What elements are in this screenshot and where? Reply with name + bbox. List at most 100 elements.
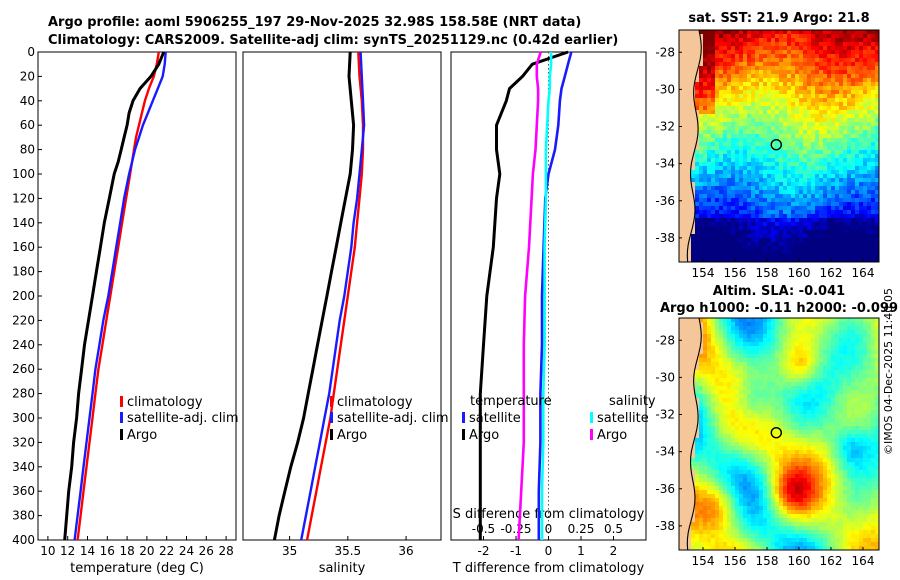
sst-map-cell xyxy=(711,90,716,95)
sla-map-cell xyxy=(679,470,684,475)
sst-map-cell xyxy=(875,230,879,235)
sla-map-cell xyxy=(787,378,792,383)
sst-map-cell xyxy=(743,122,748,127)
sst-map-cell xyxy=(819,166,824,171)
depth-tick-label: 220 xyxy=(12,313,35,327)
sst-map-cell xyxy=(763,74,768,79)
sst-map-cell xyxy=(771,226,776,231)
sla-map-cell xyxy=(839,442,844,447)
sla-map-cell xyxy=(779,462,784,467)
sst-map-cell xyxy=(723,158,728,163)
sla-map-cell xyxy=(863,402,868,407)
sst-map-cell xyxy=(683,162,688,167)
sst-map-cell xyxy=(727,198,732,203)
sla-map-cell xyxy=(823,438,828,443)
sst-map-cell xyxy=(823,86,828,91)
depth-tick-label: 0 xyxy=(27,45,35,59)
sla-map-cell xyxy=(823,346,828,351)
sla-map-cell xyxy=(703,438,708,443)
sla-map-cell xyxy=(755,422,760,427)
sla-map-cell xyxy=(715,322,720,327)
sla-map-cell xyxy=(747,446,752,451)
sst-map-cell xyxy=(875,94,879,99)
sst-map-cell xyxy=(723,90,728,95)
sst-map-cell xyxy=(703,78,708,83)
sst-map-cell xyxy=(711,174,716,179)
sla-map-cell xyxy=(763,334,768,339)
sst-map-cell xyxy=(867,46,872,51)
sla-map-cell xyxy=(847,446,852,451)
sst-map-cell xyxy=(767,166,772,171)
sla-map-cell xyxy=(695,346,700,351)
sst-map-cell xyxy=(727,182,732,187)
sst-map-cell xyxy=(787,190,792,195)
salinity-legend-argo-label: Argo xyxy=(337,428,367,443)
sst-map-cell xyxy=(683,114,688,119)
sst-map-cell xyxy=(699,222,704,227)
sla-map-cell xyxy=(683,442,688,447)
sla-map-cell xyxy=(683,462,688,467)
sla-map-cell xyxy=(763,402,768,407)
sst-map-cell xyxy=(875,242,879,247)
sst-map-cell xyxy=(859,250,864,255)
sst-map-cell xyxy=(871,94,876,99)
sla-map-cell xyxy=(767,354,772,359)
sst-map-cell xyxy=(795,222,800,227)
sst-map-cell xyxy=(735,162,740,167)
sla-map-cell xyxy=(683,378,688,383)
sst-map-cell xyxy=(707,190,712,195)
sla-map-cell xyxy=(803,374,808,379)
sst-map-cell xyxy=(771,82,776,87)
sla-map-cell xyxy=(791,414,796,419)
sst-map-cell xyxy=(815,146,820,151)
sst-map-cell xyxy=(763,234,768,239)
sst-map-cell xyxy=(827,90,832,95)
sst-map-cell xyxy=(691,42,696,47)
sla-map-cell xyxy=(779,438,784,443)
sla-map-cell xyxy=(815,418,820,423)
sst-map-cell xyxy=(795,194,800,199)
sla-map-cell xyxy=(811,334,816,339)
sst-map-cell xyxy=(851,46,856,51)
sla-map-heatmap xyxy=(679,318,879,550)
sla-map-cell xyxy=(747,462,752,467)
sst-map-cell xyxy=(731,46,736,51)
sst-map-cell xyxy=(847,250,852,255)
sst-map-cell xyxy=(839,78,844,83)
sla-map-cell xyxy=(835,410,840,415)
sst-map-cell xyxy=(787,114,792,119)
sla-map-cell xyxy=(771,402,776,407)
sst-map-lon-tick-label: 158 xyxy=(756,266,779,280)
sst-map-cell xyxy=(843,42,848,47)
sst-map-cell xyxy=(755,110,760,115)
sst-map-cell xyxy=(799,66,804,71)
sla-map-cell xyxy=(819,426,824,431)
sst-map-cell xyxy=(815,54,820,59)
sst-map-cell xyxy=(871,50,876,55)
sla-map-cell xyxy=(763,454,768,459)
sst-map-cell xyxy=(775,98,780,103)
sst-map-cell xyxy=(727,58,732,63)
sst-map-cell xyxy=(831,250,836,255)
sst-map-cell xyxy=(827,134,832,139)
sst-map-cell xyxy=(755,142,760,147)
salinity-legend-satellite-swatch xyxy=(330,412,333,423)
sst-map-cell xyxy=(867,58,872,63)
sla-map-cell xyxy=(875,334,879,339)
sla-map-cell xyxy=(719,322,724,327)
sst-map-cell xyxy=(739,226,744,231)
sla-map-cell xyxy=(827,366,832,371)
sst-map-cell xyxy=(683,246,688,251)
sla-map-cell xyxy=(831,426,836,431)
sla-map-cell xyxy=(839,466,844,471)
sst-map-cell xyxy=(687,46,692,51)
sla-map-cell xyxy=(711,334,716,339)
sla-map-cell xyxy=(687,318,692,323)
sst-map-cell xyxy=(839,82,844,87)
sst-map-cell xyxy=(783,154,788,159)
sla-map-cell xyxy=(727,370,732,375)
sla-map-cell xyxy=(795,422,800,427)
sst-map-cell xyxy=(739,242,744,247)
sla-map-cell xyxy=(795,446,800,451)
sst-map-cell xyxy=(695,74,700,79)
